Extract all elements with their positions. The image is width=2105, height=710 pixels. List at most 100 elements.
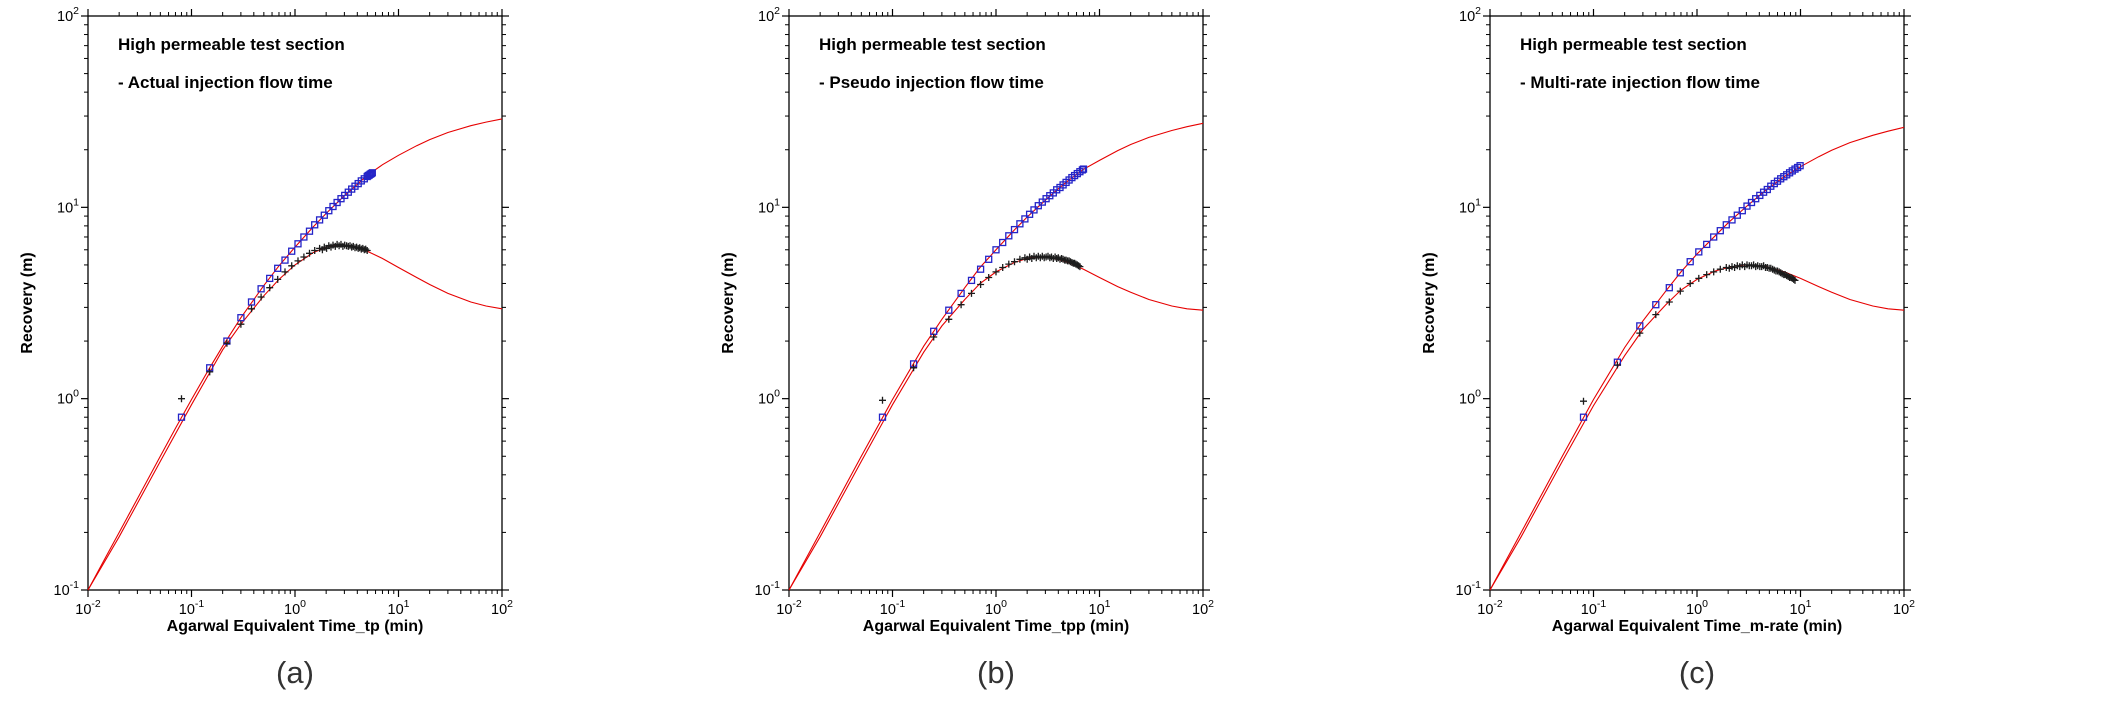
cross-marker <box>1770 266 1778 274</box>
square-marker <box>294 240 302 248</box>
x-tick-label: 10-1 <box>179 598 205 618</box>
square-marker <box>1703 240 1711 249</box>
square-marker <box>999 238 1007 247</box>
square-marker <box>1025 210 1034 218</box>
cross-marker <box>206 368 214 376</box>
square-marker <box>1005 232 1013 240</box>
recovery-type-curve <box>87 118 503 591</box>
square-marker <box>1716 227 1724 235</box>
cross-marker <box>957 301 965 309</box>
cross-marker <box>237 320 245 328</box>
square-marker <box>315 216 324 224</box>
x-tick-label: 101 <box>1790 598 1812 618</box>
x-tick-label: 10-1 <box>1581 598 1607 618</box>
square-marker <box>1676 269 1684 277</box>
chart-title: High permeable test section - Pseudo inj… <box>819 35 1046 92</box>
cross-marker <box>1778 270 1786 278</box>
square-marker <box>177 413 186 421</box>
derivative-type-curve <box>1489 264 1905 591</box>
square-marker <box>1010 225 1019 234</box>
square-marker <box>329 202 337 211</box>
cross-marker <box>1791 276 1799 284</box>
cross-marker <box>910 364 918 372</box>
x-tick-label: 100 <box>284 598 306 618</box>
y-axis-label: Recovery (m) <box>1421 252 1438 354</box>
cross-marker <box>1011 258 1018 266</box>
derivative-type-curve <box>87 244 503 591</box>
y-axis-label: Recovery (m) <box>720 252 737 354</box>
square-marker <box>1579 413 1588 421</box>
square-marker <box>320 211 328 219</box>
cross-marker <box>288 262 296 270</box>
cross-marker <box>1710 268 1718 276</box>
chart-title: High permeable test section - Multi-rate… <box>1520 35 1760 92</box>
y-tick-label: 10-1 <box>54 579 80 599</box>
cross-marker <box>879 396 886 404</box>
y-tick-label: 100 <box>57 388 79 408</box>
derivative-data <box>1580 261 1799 405</box>
cross-marker <box>1005 260 1013 268</box>
recovery-data <box>177 169 376 421</box>
cross-marker <box>1058 255 1066 262</box>
square-marker <box>1021 215 1029 223</box>
square-marker <box>281 256 289 264</box>
x-tick-label: 10-1 <box>880 598 906 618</box>
x-tick-label: 101 <box>388 598 410 618</box>
cross-marker <box>1676 287 1684 295</box>
cross-marker <box>281 268 289 276</box>
square-marker <box>1686 258 1694 266</box>
cross-marker <box>1686 280 1694 287</box>
square-marker <box>1636 322 1644 330</box>
square-marker <box>305 227 314 235</box>
chart-title-line1: High permeable test section <box>1520 35 1747 54</box>
cross-marker <box>1652 311 1660 319</box>
cross-marker <box>274 275 282 283</box>
square-marker <box>1030 206 1038 214</box>
cross-marker <box>945 315 953 323</box>
square-marker <box>976 265 985 273</box>
y-tick-label: 102 <box>57 5 79 25</box>
plot-frame <box>87 15 503 591</box>
y-tick-label: 102 <box>1459 5 1481 25</box>
chart-panel-b: 10-2 10-1 100 101 102 10-1 100 101 102 Recovery … <box>701 0 1402 710</box>
x-tick-label: 102 <box>491 598 513 618</box>
cross-marker <box>1580 397 1587 405</box>
x-tick-label: 10-2 <box>75 598 101 618</box>
square-marker <box>1665 284 1673 292</box>
square-marker <box>247 298 256 306</box>
x-axis-label: Agarwal Equivalent Time_tp (min) <box>166 618 424 635</box>
plot-frame <box>788 15 1204 591</box>
cross-marker <box>363 247 371 254</box>
square-marker <box>878 413 887 421</box>
cross-marker <box>1016 255 1024 263</box>
square-marker <box>1652 301 1660 309</box>
subplot-label-c: (c) <box>1678 655 1716 690</box>
cross-marker <box>1716 265 1724 273</box>
x-axis-label: Agarwal Equivalent Time_tpp (min) <box>862 618 1130 635</box>
square-marker <box>368 169 376 177</box>
square-marker <box>300 233 308 241</box>
x-tick-label: 10-2 <box>776 598 802 618</box>
cross-marker <box>294 257 302 265</box>
square-marker <box>325 207 333 215</box>
x-tick-label: 100 <box>985 598 1007 618</box>
chart-panel-a: 10-2 10-1 100 101 102 10-1 100 101 102 Recovery … <box>0 0 701 710</box>
cross-marker <box>1051 253 1059 261</box>
y-tick-label: 100 <box>758 388 780 408</box>
cross-marker <box>248 305 255 313</box>
square-marker <box>1796 162 1804 170</box>
square-marker <box>1738 207 1746 215</box>
square-marker <box>311 221 319 229</box>
x-tick-label: 101 <box>1089 598 1111 618</box>
chart-title: High permeable test section - Actual inj… <box>118 35 345 92</box>
cross-marker <box>930 333 938 341</box>
cross-marker <box>356 244 364 252</box>
y-tick-label: 102 <box>758 5 780 25</box>
chart-title-line2: - Actual injection flow time <box>118 72 333 92</box>
cross-marker <box>999 264 1007 271</box>
square-marker <box>1722 221 1730 229</box>
x-tick-label: 10-2 <box>1477 598 1503 618</box>
